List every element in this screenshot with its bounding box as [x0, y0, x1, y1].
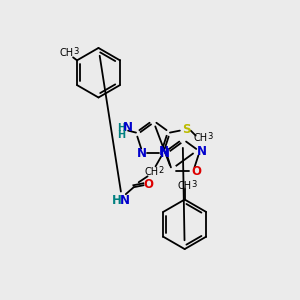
Text: CH: CH — [194, 133, 208, 142]
Text: N: N — [123, 121, 133, 134]
Text: N: N — [159, 147, 170, 160]
Text: O: O — [191, 165, 201, 178]
Text: S: S — [182, 123, 191, 136]
Text: CH: CH — [178, 181, 192, 191]
Text: 3: 3 — [192, 180, 197, 189]
Text: N: N — [136, 147, 146, 160]
Text: CH: CH — [59, 48, 73, 59]
Text: 3: 3 — [208, 131, 213, 140]
Text: 3: 3 — [73, 47, 78, 56]
Text: H: H — [117, 130, 125, 140]
Text: N: N — [120, 194, 130, 207]
Text: N: N — [159, 145, 169, 158]
Text: H: H — [117, 123, 125, 133]
Text: 2: 2 — [158, 166, 164, 175]
Text: N: N — [196, 145, 207, 158]
Text: H: H — [112, 194, 122, 207]
Text: CH: CH — [145, 167, 159, 177]
Text: O: O — [144, 178, 154, 191]
